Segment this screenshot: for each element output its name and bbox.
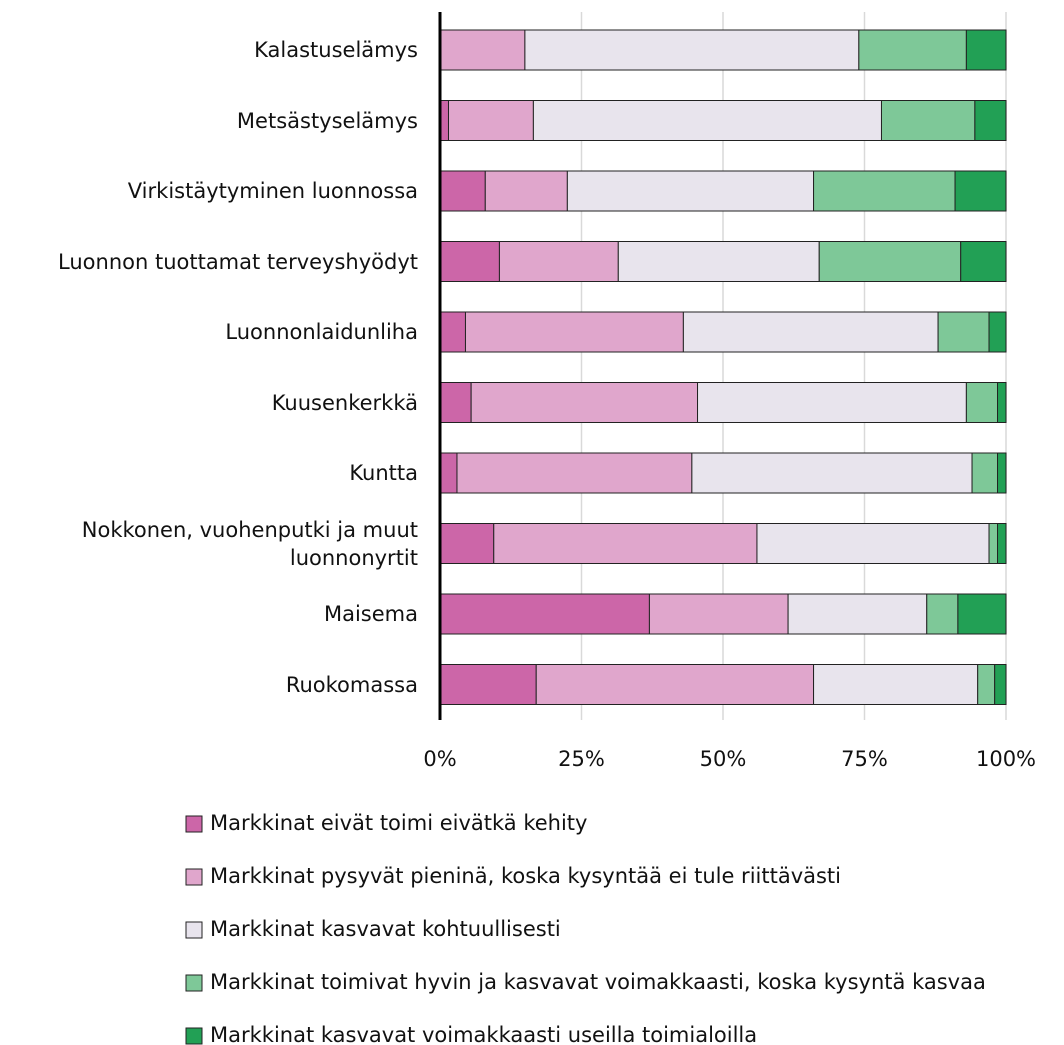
y-tick-label: Kuusenkerkkä bbox=[271, 390, 418, 415]
y-tick-label: Metsästyselämys bbox=[236, 108, 418, 133]
bar-segment bbox=[532, 100, 882, 141]
bar-segment bbox=[880, 100, 976, 141]
y-tick-label: Kalastuselämys bbox=[254, 38, 418, 62]
bar-segment bbox=[756, 523, 990, 564]
legend-label: Markkinat kasvavat voimakkaasti useilla … bbox=[210, 1023, 757, 1045]
bar-segment bbox=[439, 241, 500, 282]
y-tick-label: Nokkonen, vuohenputki ja muut luonnonyrt… bbox=[81, 517, 418, 570]
legend-swatch bbox=[185, 868, 203, 886]
bar-segment bbox=[470, 382, 699, 423]
bar-segment bbox=[926, 593, 959, 635]
x-tick-label: 100% bbox=[976, 747, 1036, 771]
bar-segment bbox=[965, 29, 1007, 71]
bar-segment bbox=[965, 382, 999, 423]
bar-segment bbox=[498, 241, 619, 282]
bar-segment bbox=[439, 452, 458, 494]
y-tick-label: Kuntta bbox=[349, 461, 418, 485]
bar-segment bbox=[439, 664, 537, 705]
bar-segment bbox=[439, 523, 495, 564]
legend-label: Markkinat pysyvät pieninä, koska kysyntä… bbox=[210, 864, 841, 888]
bar-segment bbox=[439, 593, 650, 635]
bar-segment bbox=[439, 29, 526, 71]
bar-segment bbox=[994, 664, 1007, 705]
y-tick-label: Luonnonlaidunliha bbox=[225, 320, 418, 344]
bar-segment bbox=[447, 100, 534, 141]
bar-segment bbox=[524, 29, 860, 71]
bar-segment bbox=[691, 452, 973, 494]
bar-segment bbox=[997, 382, 1007, 423]
bar-segment bbox=[974, 100, 1007, 141]
legend-swatch bbox=[185, 815, 203, 833]
bar-segment bbox=[960, 241, 1007, 282]
bar-segment bbox=[997, 452, 1007, 494]
legend-swatch bbox=[185, 921, 203, 939]
bar-segment bbox=[535, 664, 815, 705]
legend-label: Markkinat kasvavat kohtuullisesti bbox=[210, 917, 561, 941]
bar-segment bbox=[484, 170, 568, 212]
bar-segment bbox=[971, 452, 999, 494]
legend-label: Markkinat eivät toimi eivätkä kehity bbox=[210, 811, 587, 835]
bar-segment bbox=[648, 593, 789, 635]
bar-segment bbox=[617, 241, 820, 282]
bar-segment bbox=[697, 382, 967, 423]
bar-segment bbox=[858, 29, 967, 71]
legend-swatch bbox=[185, 1027, 203, 1045]
bar-segment bbox=[566, 170, 815, 212]
bar-segment bbox=[977, 664, 996, 705]
x-tick-label: 50% bbox=[700, 747, 747, 771]
bar-segment bbox=[493, 523, 758, 564]
x-tick-label: 75% bbox=[841, 747, 888, 771]
bar-segment bbox=[456, 452, 693, 494]
bar-segment bbox=[439, 170, 486, 212]
bar-segment bbox=[682, 311, 939, 353]
bar-segment bbox=[813, 170, 956, 212]
legend-label: Markkinat toimivat hyvin ja kasvavat voi… bbox=[210, 970, 986, 994]
bar-segment bbox=[787, 593, 928, 635]
bar-segment bbox=[988, 311, 1007, 353]
bar-segment bbox=[439, 382, 472, 423]
legend-swatch bbox=[185, 974, 203, 992]
bar-segment bbox=[997, 523, 1007, 564]
bar-segment bbox=[937, 311, 990, 353]
x-tick-label: 0% bbox=[423, 747, 456, 771]
bar-segment bbox=[818, 241, 962, 282]
bar-segment bbox=[954, 170, 1007, 212]
x-tick-label: 25% bbox=[558, 747, 605, 771]
bar-segment bbox=[988, 523, 999, 564]
y-tick-label: Maisema bbox=[323, 602, 418, 626]
bar-segment bbox=[957, 593, 1007, 635]
y-tick-label: Ruokomassa bbox=[285, 672, 418, 697]
bar-segment bbox=[439, 311, 466, 353]
y-tick-label: Luonnon tuottamat terveyshyödyt bbox=[58, 249, 418, 274]
bar-segment bbox=[813, 664, 979, 705]
y-tick-label: Virkistäytyminen luonnossa bbox=[127, 179, 418, 203]
bar-segment bbox=[464, 311, 684, 353]
